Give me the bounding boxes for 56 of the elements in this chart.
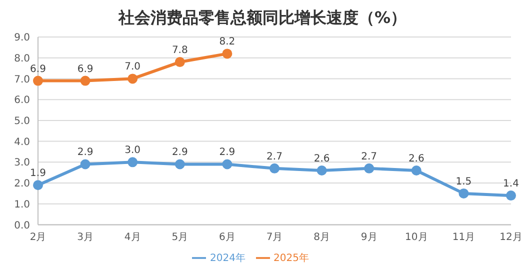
x-tick-label: 2月	[30, 232, 46, 243]
point	[80, 159, 90, 170]
data-label: 2.9	[77, 147, 94, 158]
point	[174, 57, 185, 68]
y-tick-label: 2.0	[14, 178, 30, 190]
point	[174, 159, 185, 170]
data-label: 6.9	[77, 64, 94, 75]
data-label: 2.6	[408, 154, 424, 164]
point	[128, 157, 138, 168]
point	[411, 166, 422, 176]
y-tick-label: 3.0	[14, 158, 30, 169]
point	[270, 163, 280, 174]
chart-title: 社会消费品零售总额同比增长速度（%）	[117, 8, 408, 29]
data-label: 8.2	[219, 36, 236, 48]
point	[506, 190, 516, 201]
point	[316, 166, 327, 176]
y-tick-label: 7.0	[14, 74, 30, 86]
point	[80, 76, 90, 86]
y-tick-label: 1.0	[14, 199, 30, 210]
data-label: 2.9	[172, 147, 188, 158]
data-label: 7.8	[172, 45, 188, 56]
x-tick-label: 11月	[452, 232, 476, 243]
point	[458, 188, 469, 198]
data-label: 2.9	[219, 147, 236, 158]
data-label: 2.7	[266, 151, 282, 162]
y-tick-label: 9.0	[14, 32, 30, 44]
data-label: 2.6	[314, 154, 330, 164]
x-tick-label: 9月	[360, 232, 378, 243]
data-label: 6.9	[30, 64, 46, 75]
y-tick-label: 6.0	[14, 95, 30, 106]
x-tick-label: 7月	[266, 232, 283, 243]
x-tick-label: 3月	[77, 232, 94, 243]
data-label: 1.9	[30, 168, 46, 180]
x-tick-label: 12月	[500, 232, 522, 243]
point	[222, 159, 232, 170]
x-tick-label: 6月	[219, 232, 236, 243]
data-label: 1.5	[456, 176, 472, 188]
point	[33, 180, 43, 190]
y-tick-label: 4.0	[14, 136, 30, 148]
x-tick-label: 8月	[314, 232, 330, 243]
point	[128, 74, 138, 84]
legend-label: 2025年	[274, 252, 309, 264]
legend-label: 2024年	[210, 252, 246, 264]
data-label: 7.0	[124, 62, 141, 73]
data-label: 1.4	[503, 178, 519, 190]
point	[364, 163, 374, 174]
point	[33, 76, 43, 86]
point	[222, 48, 232, 59]
data-label: 2.7	[361, 151, 378, 162]
x-tick-label: 10月	[405, 232, 428, 243]
y-tick-label: 8.0	[14, 53, 30, 64]
x-tick-label: 5月	[172, 232, 188, 243]
x-tick-label: 4月	[124, 232, 141, 243]
y-tick-label: 0.0	[14, 220, 30, 232]
y-tick-label: 5.0	[14, 116, 30, 127]
data-label: 3.0	[124, 145, 141, 156]
